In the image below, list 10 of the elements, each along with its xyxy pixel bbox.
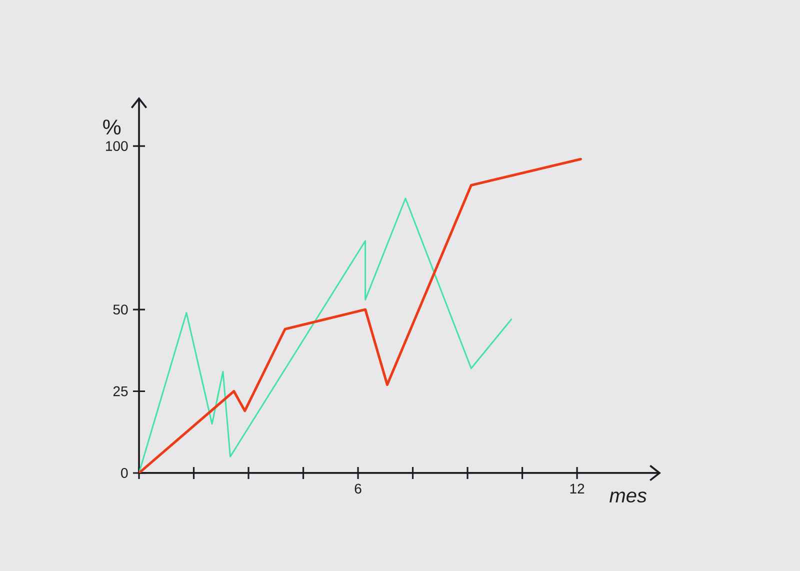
y-tick-label: 100 — [106, 141, 128, 151]
x-axis-title: mes — [610, 492, 647, 503]
line-series — [139, 158, 582, 473]
y-tick-label: 0 — [121, 468, 128, 478]
x-tick-label: 12 — [570, 484, 584, 494]
y-tick-label: 50 — [113, 304, 128, 314]
y-tick-label: 25 — [113, 386, 128, 396]
y-axis-title: % — [103, 120, 121, 135]
x-tick-label: 6 — [354, 484, 362, 494]
line-series — [139, 198, 512, 473]
